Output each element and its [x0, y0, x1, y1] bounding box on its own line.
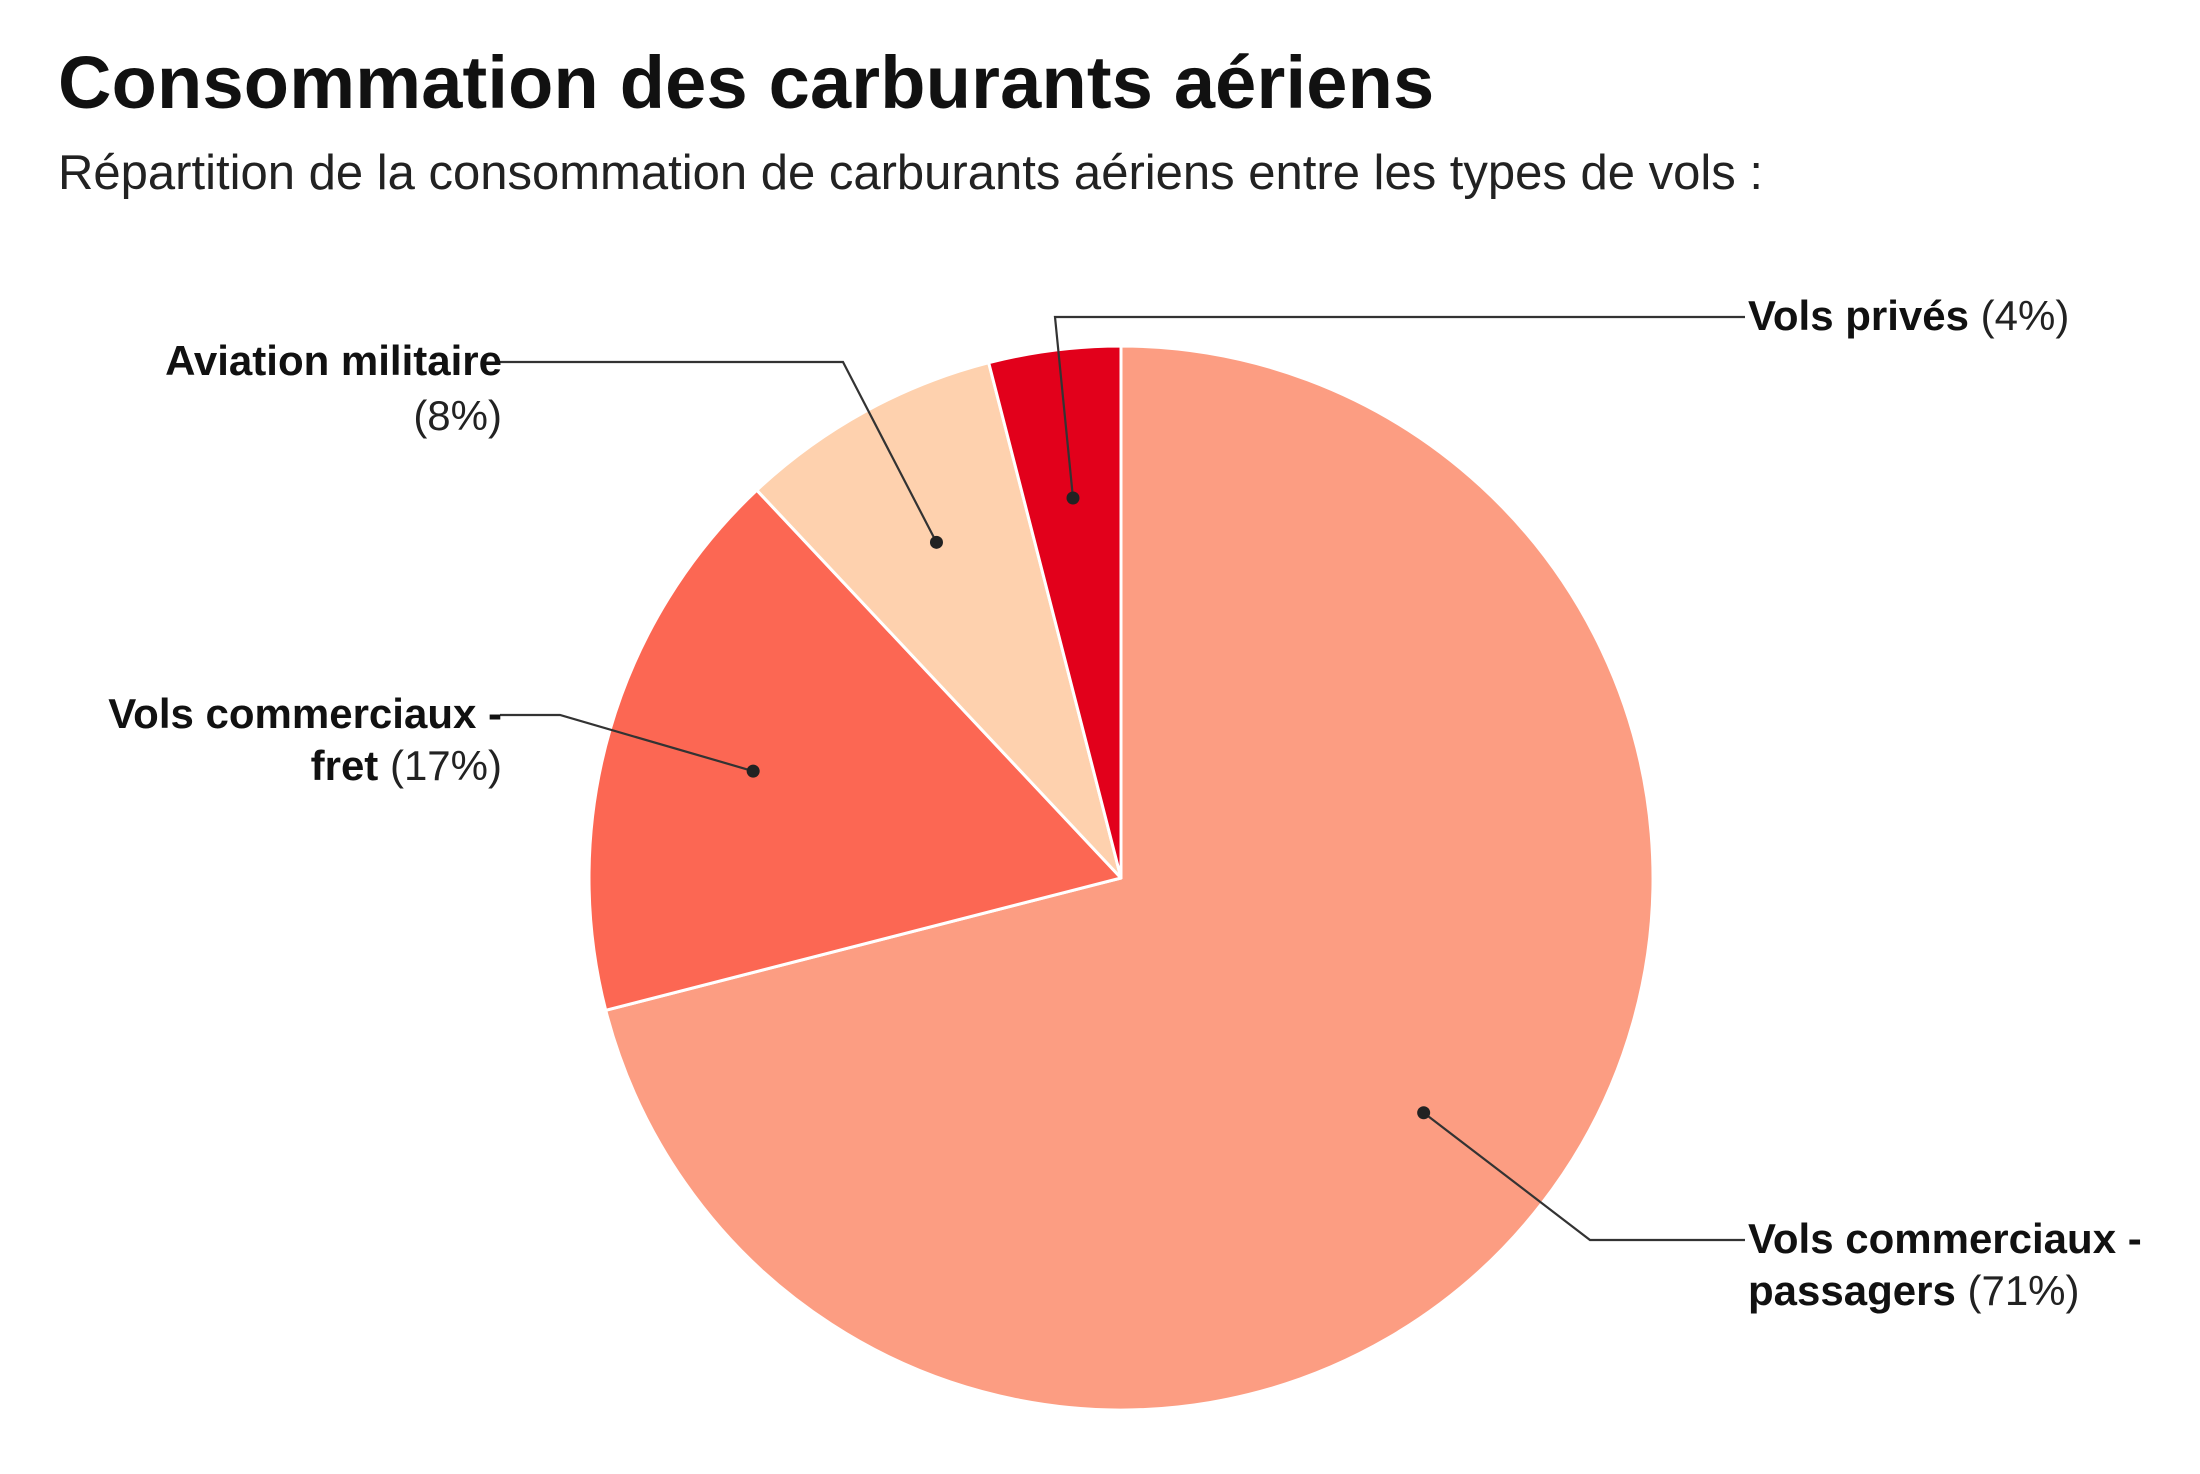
leader-dot-vols-commerciaux-fret	[746, 764, 760, 778]
slice-value-label: (71%)	[1956, 1267, 2080, 1314]
slice-value-label: (17%)	[378, 742, 502, 789]
leader-dot-aviation-militaire	[929, 535, 943, 549]
slice-label-vols-commerciaux-passagers: passagers (71%)	[1748, 1267, 2080, 1314]
leader-line-vols-commerciaux-fret	[500, 713, 754, 773]
leader-dot-vols-prives	[1066, 491, 1080, 505]
slice-label-vols-commerciaux-fret: fret (17%)	[311, 742, 502, 789]
leader-line-vols-prives	[1053, 315, 1745, 499]
slice-label-vols-commerciaux-fret: Vols commerciaux -	[108, 690, 502, 737]
chart-subtitle: Répartition de la consommation de carbur…	[58, 146, 1764, 200]
pie-slices	[587, 344, 1655, 1412]
slice-label-aviation-militaire: Aviation militaire	[165, 337, 502, 384]
pie-slice-vols-prives	[987, 344, 1123, 880]
pie-slice-aviation-militaire	[755, 361, 1123, 880]
slice-value-label: (4%)	[1969, 292, 2069, 339]
slice-label-vols-commerciaux-passagers: Vols commerciaux -	[1748, 1215, 2142, 1262]
leader-line-vols-commerciaux-passagers	[1422, 1111, 1745, 1242]
label-leader-lines	[500, 315, 1745, 1242]
leader-line-aviation-militaire	[500, 360, 938, 543]
slice-labels: Vols commerciaux - passagers (71%) Vols co…	[108, 292, 2141, 1314]
slice-value-label-aviation-militaire: (8%)	[413, 392, 502, 439]
chart-title: Consommation des carburants aériens	[58, 41, 1435, 124]
slice-label-vols-prives: Vols privés (4%)	[1748, 292, 2069, 339]
leader-dot-vols-commerciaux-passagers	[1417, 1106, 1431, 1120]
